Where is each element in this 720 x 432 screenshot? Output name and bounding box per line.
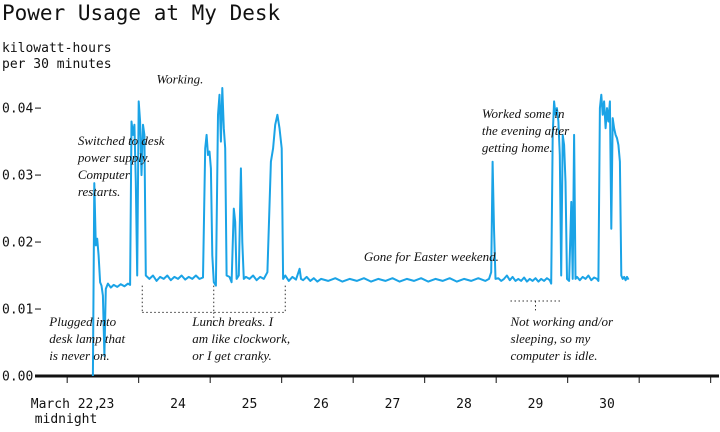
x-tick-label-1: 23 <box>99 397 115 412</box>
power-usage-line <box>91 87 630 377</box>
x-tick-label-8: 30 <box>599 397 615 412</box>
annotation-4-line-1: Gone for Easter weekend. <box>364 249 499 264</box>
x-tick-label-7: 29 <box>528 397 544 412</box>
y-axis-label-line-2: per 30 minutes <box>2 57 112 72</box>
annotations: Working. Switched to desk power supply. Com… <box>48 71 614 362</box>
annotation-1-line-3: Computer <box>78 167 131 182</box>
y-tick-label-4: 0.04 <box>2 102 33 117</box>
annotation-brackets <box>141 285 561 326</box>
y-tick-label-1: 0.01 <box>2 303 33 318</box>
x-tick-label-0-line-1: March 22, <box>31 397 101 412</box>
annotation-5-line-2: the evening after <box>482 123 570 138</box>
annotation-6-line-1: Not working and/or <box>509 314 614 329</box>
x-tick-label-0-line-2: midnight <box>35 412 98 427</box>
x-tick-label-3: 25 <box>242 397 258 412</box>
annotation-3-line-3: or I get cranky. <box>192 348 271 363</box>
annotation-1-line-1: Switched to desk <box>78 133 165 148</box>
chart-title: Power Usage at My Desk <box>2 1 281 25</box>
x-tick-label-2: 24 <box>170 397 186 412</box>
annotation-2-line-1: Plugged into <box>48 314 116 329</box>
annotation-3-line-2: am like clockwork, <box>192 331 290 346</box>
y-axis-ticks: 0.00 0.01 0.02 0.03 0.04 <box>2 102 41 385</box>
annotation-5-line-1: Worked some in <box>482 106 565 121</box>
annotation-6-line-2: sleeping, so my <box>510 331 590 346</box>
y-axis-label: kilowatt-hours per 30 minutes <box>2 41 112 72</box>
annotation-2-line-2: desk lamp that <box>49 331 125 346</box>
annotation-5-line-3: getting home. <box>482 140 553 155</box>
annotation-3-line-1: Lunch breaks. I <box>191 314 273 329</box>
annotation-1-line-2: power supply. <box>77 150 150 165</box>
y-tick-label-3: 0.03 <box>2 169 33 184</box>
annotation-2-line-3: is never on. <box>49 348 109 363</box>
annotation-1-line-4: restarts. <box>78 184 121 199</box>
y-tick-label-0: 0.00 <box>2 370 33 385</box>
x-tick-label-6: 28 <box>456 397 472 412</box>
y-tick-label-2: 0.02 <box>2 236 33 251</box>
y-axis-label-line-1: kilowatt-hours <box>2 41 112 56</box>
x-tick-label-4: 26 <box>313 397 329 412</box>
x-tick-label-5: 27 <box>385 397 401 412</box>
annotation-6-line-3: computer is idle. <box>510 348 597 363</box>
annotation-0-line-1: Working. <box>157 71 204 86</box>
